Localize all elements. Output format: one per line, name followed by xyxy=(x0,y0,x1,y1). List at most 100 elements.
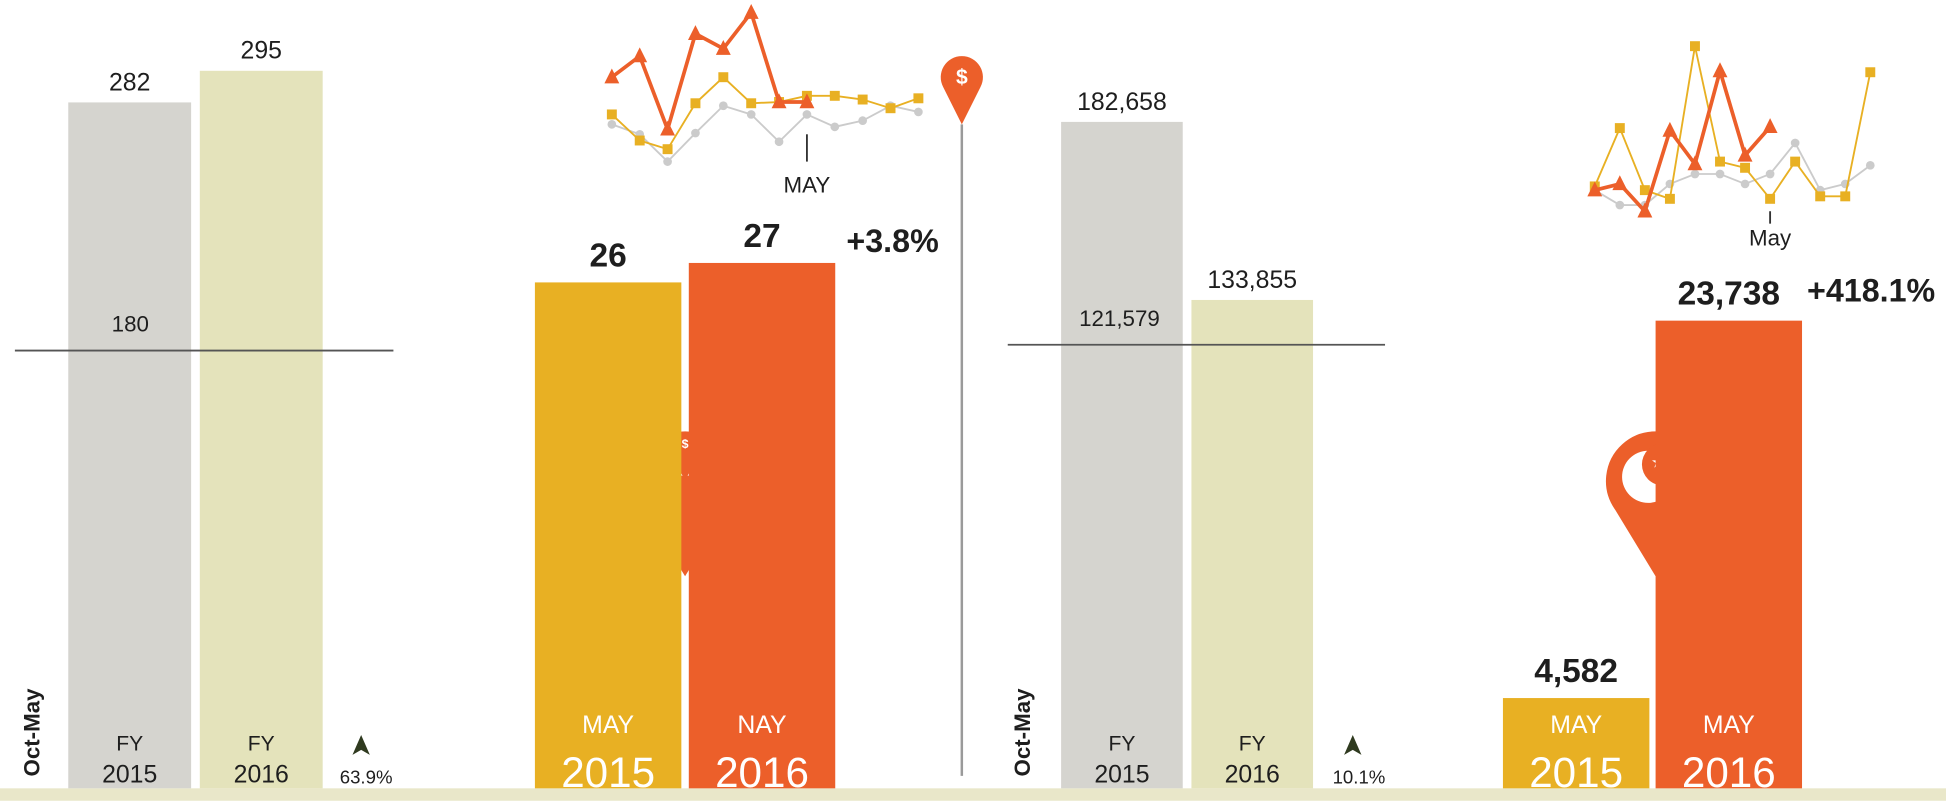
svg-text:$: $ xyxy=(682,437,689,451)
change-label: +418.1% xyxy=(1807,273,1935,309)
bar xyxy=(199,70,323,789)
category-label: MAY xyxy=(582,712,634,739)
marker xyxy=(829,90,840,101)
sparkline xyxy=(610,8,807,136)
marker xyxy=(799,93,815,109)
side-label: Oct-May xyxy=(19,688,44,777)
bottom-strip xyxy=(0,788,1946,801)
value-label: 4,582 xyxy=(1534,653,1618,690)
x-tick-label: May xyxy=(1749,226,1792,251)
category-label: 2015 xyxy=(102,761,157,788)
marker xyxy=(771,93,787,109)
change-label: 63.9% xyxy=(340,766,393,787)
bar xyxy=(1061,121,1183,789)
sparkline xyxy=(1594,64,1772,215)
marker xyxy=(913,93,924,104)
bar xyxy=(1191,299,1314,789)
marker xyxy=(1840,191,1851,202)
marker xyxy=(1615,200,1625,210)
marker xyxy=(688,25,703,40)
marker xyxy=(663,157,672,166)
change-arrow xyxy=(352,734,370,755)
marker xyxy=(885,103,896,114)
value-label: 182,658 xyxy=(1077,89,1167,116)
marker xyxy=(634,135,645,146)
value-label: 27 xyxy=(743,218,780,255)
marker xyxy=(1587,181,1603,197)
category-label: 2016 xyxy=(234,761,289,788)
marker xyxy=(858,116,868,125)
marker xyxy=(1715,156,1725,167)
marker xyxy=(1612,175,1628,191)
reference-label: 121,579 xyxy=(1079,306,1160,331)
category-label: MAY xyxy=(1703,712,1755,739)
marker xyxy=(1690,41,1700,52)
marker xyxy=(774,137,784,147)
marker xyxy=(1737,146,1753,162)
bar xyxy=(1655,320,1803,789)
category-label: 2015 xyxy=(1529,749,1623,796)
marker xyxy=(857,94,868,105)
marker xyxy=(1662,121,1678,137)
marker xyxy=(718,101,728,111)
marker xyxy=(715,39,731,55)
category-label: 2016 xyxy=(1682,749,1776,796)
marker xyxy=(743,3,759,19)
marker xyxy=(691,128,700,138)
marker xyxy=(1639,185,1650,196)
marker xyxy=(1815,191,1826,202)
value-label: 295 xyxy=(241,38,282,65)
reference-label: 180 xyxy=(112,312,149,337)
sparkline xyxy=(611,104,919,163)
marker xyxy=(1614,123,1625,134)
marker xyxy=(660,120,676,136)
marker xyxy=(1790,156,1801,167)
category-label: 2016 xyxy=(1225,761,1280,788)
category-label: FY xyxy=(1239,732,1266,755)
category-label: MAY xyxy=(1550,712,1602,739)
category-label: 2015 xyxy=(1094,761,1149,788)
marker xyxy=(632,47,648,63)
marker xyxy=(1762,118,1778,134)
marker xyxy=(718,72,729,83)
marker xyxy=(746,110,756,119)
marker xyxy=(1790,138,1800,148)
value-label: 26 xyxy=(589,237,626,274)
side-label: Oct-May xyxy=(1010,688,1035,777)
marker xyxy=(830,122,840,132)
marker xyxy=(1865,67,1876,78)
marker xyxy=(606,109,617,120)
marker xyxy=(1690,169,1700,179)
bar xyxy=(1502,698,1650,789)
marker xyxy=(1865,160,1875,170)
marker xyxy=(604,68,620,84)
category-label: FY xyxy=(1108,732,1135,755)
marker xyxy=(607,120,617,129)
marker xyxy=(1715,169,1725,179)
marker xyxy=(1765,193,1776,204)
marker xyxy=(1740,179,1750,189)
category-label: 2015 xyxy=(561,749,655,796)
marker xyxy=(1740,162,1751,173)
category-label: FY xyxy=(248,732,275,755)
marker xyxy=(1637,202,1653,218)
marker xyxy=(1712,62,1728,78)
change-label: +3.8% xyxy=(846,223,938,259)
x-tick-label: MAY xyxy=(784,172,831,197)
sparkline xyxy=(611,75,919,151)
marker xyxy=(1687,155,1703,171)
svg-text:$: $ xyxy=(956,66,968,89)
marker xyxy=(746,98,757,109)
value-label: 282 xyxy=(109,69,150,96)
value-label: 133,855 xyxy=(1207,267,1297,294)
category-label: 2016 xyxy=(715,749,809,796)
marker xyxy=(662,144,673,155)
marker xyxy=(802,110,812,119)
bar xyxy=(68,102,192,789)
marker xyxy=(690,98,701,109)
change-arrow xyxy=(1344,734,1362,755)
dollar-pin: $ xyxy=(940,56,983,125)
change-label: 10.1% xyxy=(1333,766,1386,787)
marker xyxy=(1765,169,1775,179)
